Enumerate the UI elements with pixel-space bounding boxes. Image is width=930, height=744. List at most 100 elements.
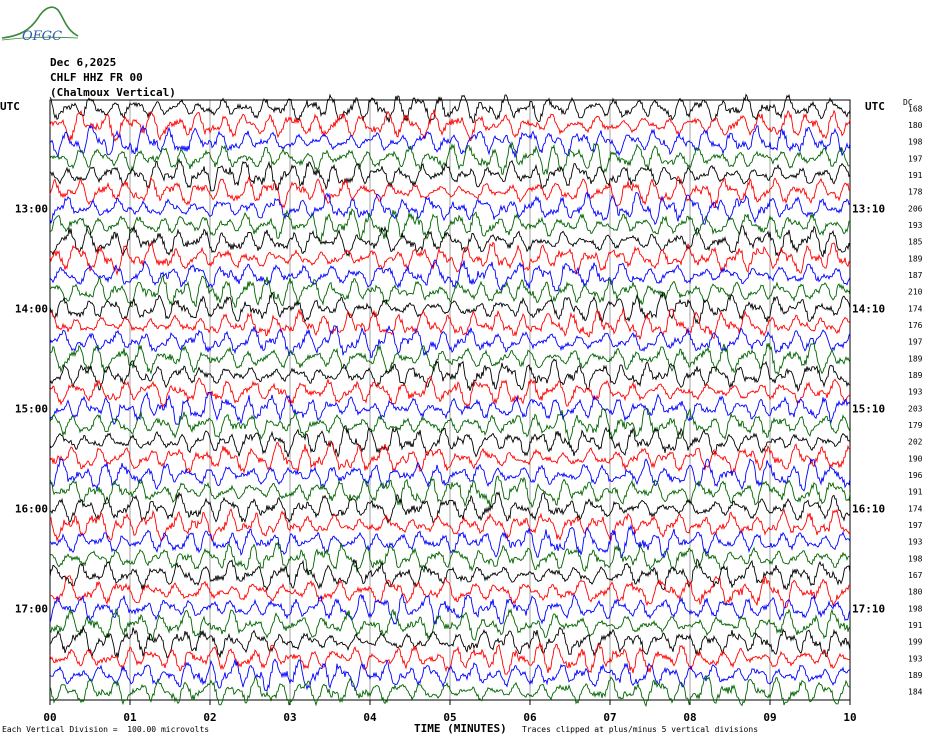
dc-offset-label: 199 <box>908 638 923 647</box>
dc-offset-label: 180 <box>908 121 923 130</box>
x-tick-label: 03 <box>283 711 296 724</box>
dc-offset-label: 191 <box>908 621 923 630</box>
chart-header: Dec 6,2025 CHLF HHZ FR 00 (Chalmoux Vert… <box>50 55 176 100</box>
x-tick-label: 06 <box>523 711 537 724</box>
clip-note: Traces clipped at plus/minus 5 vertical … <box>522 725 759 734</box>
trace-line <box>49 457 851 492</box>
left-hour-label: 16:00 <box>15 502 48 515</box>
trace-line <box>49 124 851 158</box>
dc-offset-label: 197 <box>908 338 923 347</box>
ofgc-logo: OFGC <box>1 6 79 44</box>
plot-frame <box>49 99 851 701</box>
dc-offset-label: 193 <box>908 654 923 663</box>
x-tick-label: 00 <box>43 711 56 724</box>
trace-line <box>49 508 851 543</box>
right-hour-label: 13:10 <box>852 202 885 215</box>
trace-line <box>49 575 851 608</box>
dc-offset-label: 178 <box>908 188 923 197</box>
trace-line <box>49 391 851 426</box>
trace-line <box>49 325 851 359</box>
x-tick-label: 04 <box>363 711 377 724</box>
dc-offset-label: 196 <box>908 471 923 480</box>
scale-note: Each Vertical Division = 100.00 microvol… <box>2 725 210 734</box>
dc-offset-label: 189 <box>908 354 923 363</box>
trace-line <box>49 157 851 192</box>
dc-offset-label: 180 <box>908 588 923 597</box>
trace-line <box>49 208 851 242</box>
dc-offset-label: 189 <box>908 254 923 263</box>
dc-offset-label: 191 <box>908 488 923 497</box>
trace-line <box>49 191 851 226</box>
trace-line <box>49 341 851 376</box>
dc-offset-label: 193 <box>908 221 923 230</box>
x-tick-label: 10 <box>843 711 856 724</box>
dc-offset-label: 198 <box>908 604 923 613</box>
dc-offset-label: 206 <box>908 204 923 213</box>
date-label: Dec 6,2025 <box>50 56 117 69</box>
trace-line <box>49 241 851 276</box>
trace-line <box>49 376 851 410</box>
trace-line <box>49 491 851 525</box>
trace-line <box>49 93 851 124</box>
dc-offset-label: 193 <box>908 388 923 397</box>
dc-offset-label: 167 <box>908 571 923 580</box>
x-tick-label: 09 <box>763 711 776 724</box>
trace-line <box>49 441 851 475</box>
x-axis-title: TIME (MINUTES) <box>414 722 507 735</box>
dc-offset-label: 203 <box>908 404 923 413</box>
trace-line <box>49 109 851 142</box>
left-hour-label: 14:00 <box>15 302 48 315</box>
x-tick-label: 07 <box>603 711 616 724</box>
dc-offset-label: 198 <box>908 138 923 147</box>
trace-line <box>49 524 851 559</box>
left-hour-label: 15:00 <box>15 402 48 415</box>
dc-offset-label: 197 <box>908 154 923 163</box>
traces <box>49 93 851 708</box>
trace-line <box>49 593 851 625</box>
station-label: CHLF HHZ FR 00 <box>50 71 143 84</box>
trace-line <box>49 558 851 591</box>
trace-line <box>49 307 851 341</box>
dc-offset-label: 210 <box>908 288 923 297</box>
trace-line <box>49 608 851 642</box>
right-hour-label: 15:10 <box>852 402 885 415</box>
trace-line <box>49 625 851 659</box>
trace-line <box>49 291 851 325</box>
left-hour-label: 13:00 <box>15 202 48 215</box>
x-tick-label: 05 <box>443 711 456 724</box>
right-hour-label: 16:10 <box>852 502 885 515</box>
dc-offset-label: 191 <box>908 171 923 180</box>
trace-line <box>49 274 851 308</box>
grid-lines <box>49 99 851 705</box>
dc-offset-label: 168 <box>908 104 923 113</box>
dc-offset-label: 189 <box>908 671 923 680</box>
dc-offset-label: 174 <box>908 304 923 313</box>
trace-line <box>49 658 851 692</box>
utc-right-label: UTC <box>865 100 885 113</box>
right-hour-label: 14:10 <box>852 302 885 315</box>
dc-offset-label: 179 <box>908 421 923 430</box>
trace-line <box>49 674 851 708</box>
trace-line <box>49 425 851 458</box>
trace-line <box>49 540 851 575</box>
trace-line <box>49 407 851 441</box>
dc-offset-label: 174 <box>908 504 923 513</box>
dc-label: DC <box>903 98 913 107</box>
x-tick-label: 02 <box>203 711 216 724</box>
trace-line <box>49 475 851 509</box>
trace-line <box>49 224 851 258</box>
dc-offset-label: 190 <box>908 454 923 463</box>
dc-offset-label: 202 <box>908 438 923 447</box>
trace-line <box>49 175 851 209</box>
trace-line <box>49 140 851 176</box>
utc-left-label: UTC <box>0 100 20 113</box>
x-tick-label: 01 <box>123 711 137 724</box>
right-hour-label: 17:10 <box>852 602 885 615</box>
dc-offset-label: 185 <box>908 238 923 247</box>
dc-offset-label: 184 <box>908 688 923 697</box>
dc-offset-label: 187 <box>908 271 923 280</box>
dc-offset-label: 193 <box>908 538 923 547</box>
trace-line <box>49 259 851 292</box>
location-label: (Chalmoux Vertical) <box>50 86 176 99</box>
